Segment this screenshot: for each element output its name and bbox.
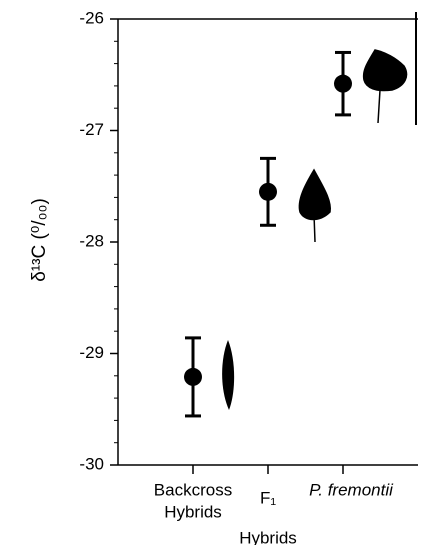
leaf-icon bbox=[298, 168, 331, 243]
y-tick-label: -27 bbox=[79, 120, 104, 139]
y-tick-label: -29 bbox=[79, 343, 104, 362]
leaf-icon bbox=[362, 49, 408, 124]
data-point bbox=[184, 367, 202, 386]
y-tick-label: -30 bbox=[79, 454, 104, 473]
data-point bbox=[259, 182, 277, 201]
leaf-icon bbox=[222, 340, 235, 410]
x-tick-label: Hybrids bbox=[164, 502, 222, 521]
x-tick-label: F₁ bbox=[260, 488, 276, 507]
x-tick-label: P. fremontii bbox=[309, 480, 394, 499]
y-tick-label: -26 bbox=[79, 8, 104, 27]
x-tick-label: Hybrids bbox=[239, 528, 297, 545]
y-tick-label: -28 bbox=[79, 231, 104, 250]
y-axis-label: δ¹³C (⁰/₀₀) bbox=[29, 198, 50, 282]
data-point bbox=[334, 74, 352, 93]
x-tick-label: Backcross bbox=[154, 480, 232, 499]
